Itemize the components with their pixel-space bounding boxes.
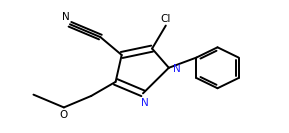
Text: Cl: Cl: [161, 14, 171, 24]
Text: N: N: [62, 12, 70, 22]
Text: N: N: [173, 64, 181, 74]
Text: N: N: [141, 98, 148, 109]
Text: O: O: [60, 110, 68, 120]
